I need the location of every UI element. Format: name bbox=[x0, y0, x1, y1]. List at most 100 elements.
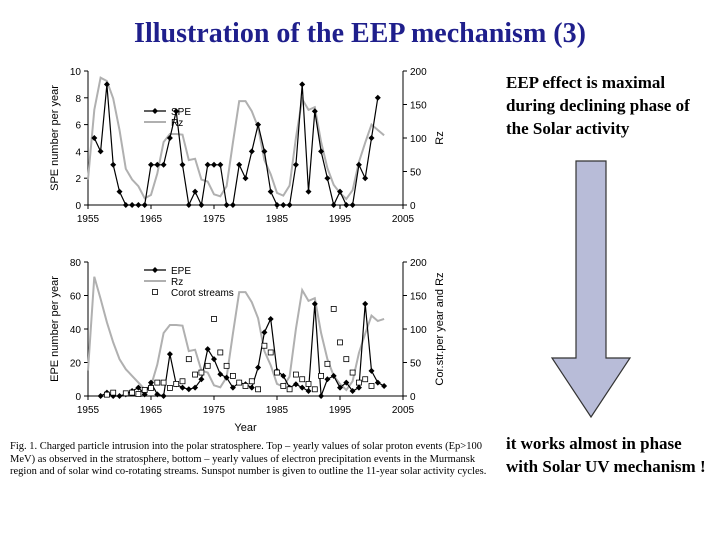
data-point-corot-streams bbox=[236, 379, 243, 386]
data-point-epe bbox=[261, 329, 268, 336]
data-point-corot-streams bbox=[305, 381, 312, 387]
data-point-spe bbox=[362, 175, 369, 182]
data-point-corot-streams bbox=[286, 386, 293, 393]
data-point-corot-streams bbox=[166, 385, 173, 391]
y-tick-label-right: 100 bbox=[410, 325, 427, 336]
data-point-spe bbox=[97, 148, 104, 155]
data-point-epe bbox=[311, 300, 318, 307]
y-tick-label-left: 2 bbox=[75, 174, 81, 185]
legend-label-rz: Rz bbox=[171, 118, 183, 129]
legend-label-corot-streams: Corot streams bbox=[171, 288, 234, 299]
data-point-epe bbox=[97, 393, 104, 399]
data-point-spe bbox=[185, 202, 192, 208]
data-point-spe bbox=[274, 202, 280, 208]
legend-label-spe: SPE bbox=[171, 107, 191, 118]
data-point-spe bbox=[374, 94, 381, 101]
data-point-epe bbox=[355, 384, 362, 391]
data-point-spe bbox=[255, 121, 262, 128]
y-tick-label-left: 6 bbox=[75, 121, 81, 132]
data-point-corot-streams bbox=[173, 381, 180, 387]
data-point-spe bbox=[211, 161, 217, 168]
data-point-spe bbox=[324, 175, 331, 182]
data-point-spe bbox=[311, 108, 318, 115]
data-point-corot-streams bbox=[122, 390, 129, 397]
data-point-epe bbox=[248, 384, 255, 391]
y-axis-label-right: Cor.str.per year and Rz bbox=[434, 272, 446, 385]
data-point-corot-streams bbox=[318, 372, 325, 379]
data-point-spe bbox=[286, 202, 293, 208]
data-point-spe bbox=[141, 202, 148, 208]
y-axis-label-left: SPE number per year bbox=[49, 85, 61, 191]
annotation-top: EEP effect is maximal during declining p… bbox=[506, 73, 690, 138]
data-point-spe bbox=[148, 161, 154, 168]
data-point-epe bbox=[267, 315, 274, 322]
y-tick-label-left: 4 bbox=[75, 147, 81, 158]
data-point-spe bbox=[318, 148, 325, 155]
data-point-epe bbox=[166, 351, 173, 358]
data-point-epe bbox=[160, 393, 167, 399]
data-point-corot-streams bbox=[355, 379, 362, 386]
data-point-corot-streams bbox=[223, 362, 230, 369]
x-tick-label: 1955 bbox=[77, 214, 100, 225]
data-point-corot-streams bbox=[280, 383, 287, 389]
data-point-spe bbox=[248, 148, 255, 155]
data-point-corot-streams bbox=[368, 383, 375, 389]
x-tick-label: 2005 bbox=[392, 405, 415, 416]
data-point-epe bbox=[116, 393, 123, 399]
data-point-corot-streams bbox=[204, 362, 211, 369]
data-point-spe bbox=[299, 81, 306, 88]
data-point-spe bbox=[368, 135, 375, 141]
data-point-corot-streams bbox=[349, 369, 356, 376]
data-point-epe bbox=[318, 393, 325, 399]
data-point-corot-streams bbox=[198, 369, 205, 376]
y-tick-label-right: 0 bbox=[410, 392, 416, 403]
data-point-spe bbox=[179, 161, 186, 168]
data-point-spe bbox=[223, 202, 230, 208]
data-point-epe bbox=[192, 384, 199, 391]
data-point-spe bbox=[135, 202, 142, 208]
data-point-epe bbox=[217, 371, 224, 378]
data-point-spe bbox=[116, 188, 123, 195]
data-point-corot-streams bbox=[192, 371, 199, 378]
data-point-spe bbox=[236, 161, 243, 168]
figure-caption: Fig. 1. Charged particle intrusion into … bbox=[10, 441, 487, 477]
data-point-corot-streams bbox=[154, 379, 161, 386]
legend-label-rz: Rz bbox=[171, 277, 183, 288]
data-point-corot-streams bbox=[104, 391, 110, 398]
y-axis-label-left: EPE number per year bbox=[49, 276, 61, 382]
data-point-corot-streams bbox=[255, 386, 262, 393]
data-point-corot-streams bbox=[217, 349, 224, 356]
data-point-corot-streams bbox=[160, 379, 167, 386]
x-tick-label: 1975 bbox=[203, 405, 226, 416]
data-point-epe bbox=[343, 379, 350, 386]
data-point-corot-streams bbox=[148, 385, 154, 391]
data-point-corot-streams bbox=[292, 371, 299, 378]
data-point-epe bbox=[337, 384, 343, 391]
data-point-epe bbox=[223, 374, 230, 381]
page-title: Illustration of the EEP mechanism (3) bbox=[134, 18, 586, 49]
data-point-corot-streams bbox=[311, 386, 318, 393]
y-tick-label-left: 8 bbox=[75, 94, 81, 105]
y-tick-label-right: 150 bbox=[410, 292, 427, 303]
data-point-corot-streams bbox=[248, 378, 255, 385]
data-point-epe bbox=[185, 386, 192, 393]
data-point-spe bbox=[280, 202, 287, 208]
legend-label-epe: EPE bbox=[171, 266, 191, 277]
y-tick-label-left: 10 bbox=[70, 67, 82, 78]
data-point-spe bbox=[330, 202, 337, 208]
down-arrow-icon bbox=[550, 160, 632, 419]
data-point-spe bbox=[337, 188, 343, 195]
spe-chart: 1955 1965 1975 1985 1995 20050246810050100150… bbox=[49, 67, 446, 225]
data-point-epe bbox=[299, 384, 306, 391]
data-point-epe bbox=[305, 387, 312, 394]
data-point-corot-streams bbox=[211, 316, 217, 322]
data-point-corot-streams bbox=[141, 387, 148, 393]
x-tick-label: 1955 bbox=[77, 405, 100, 416]
data-point-corot-streams bbox=[261, 342, 268, 349]
series-line-epe bbox=[100, 303, 385, 397]
epe-chart: 1955 1965 1975 1985 1995 2005 0 20 40 60 80 0 50 100 1… bbox=[49, 258, 446, 434]
y-tick-label-right: 150 bbox=[410, 101, 427, 112]
x-tick-label: 1965 bbox=[140, 214, 163, 225]
